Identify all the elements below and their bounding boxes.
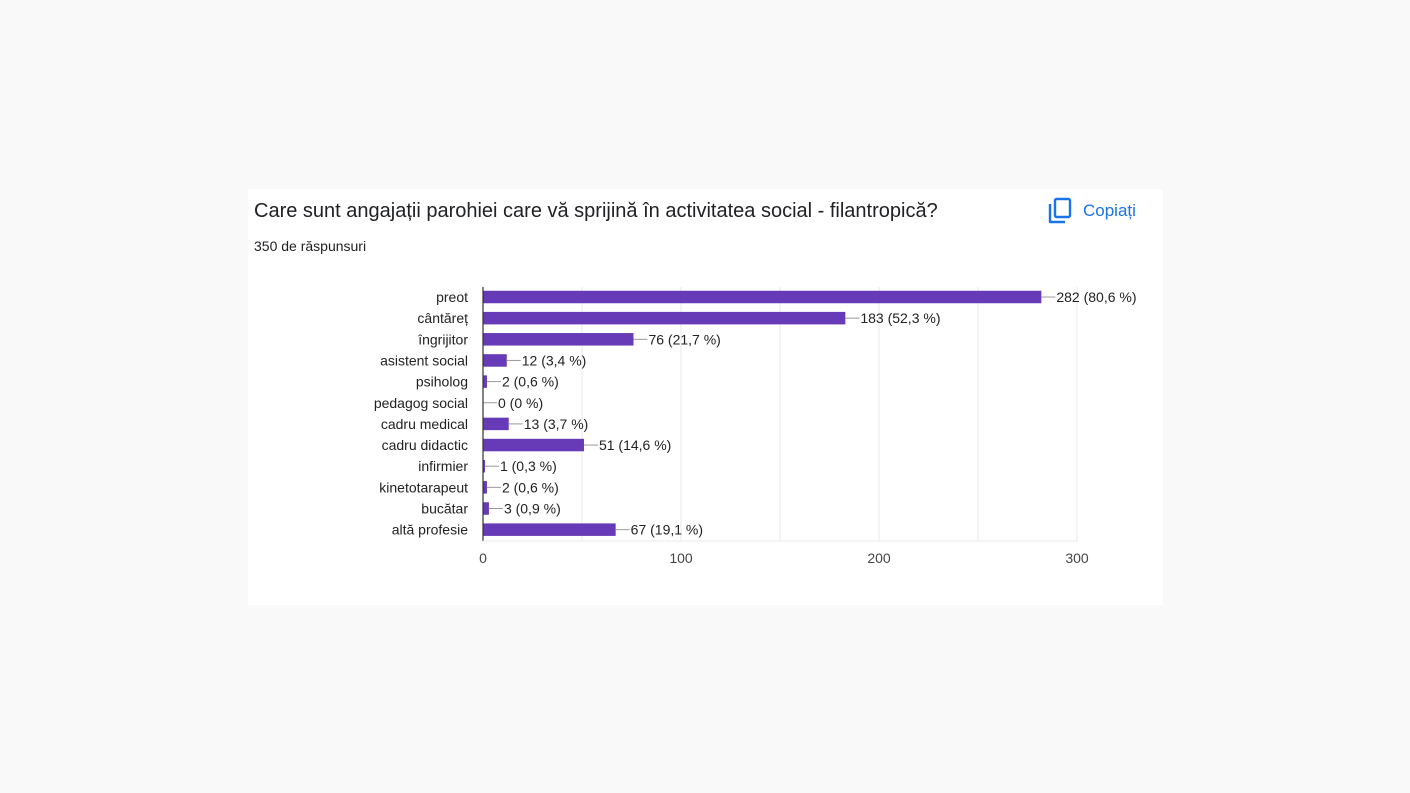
data-label: 51 (14,6 %) bbox=[599, 437, 671, 453]
data-label: 1 (0,3 %) bbox=[500, 458, 557, 474]
category-label: altă profesie bbox=[392, 522, 468, 538]
category-label: preot bbox=[436, 289, 468, 305]
category-label: infirmier bbox=[418, 458, 468, 474]
bar bbox=[483, 311, 846, 325]
bar bbox=[483, 523, 616, 536]
bar bbox=[483, 375, 487, 388]
chart-question-title: Care sunt angajații parohiei care vă spr… bbox=[254, 200, 938, 222]
bar-chart: 0 100 200 300 preot 282 (80,6 %) cântăreț 183 (… bbox=[374, 287, 1137, 566]
data-label: 2 (0,6 %) bbox=[502, 479, 559, 495]
bar bbox=[483, 333, 634, 346]
data-label: 282 (80,6 %) bbox=[1056, 289, 1136, 305]
category-label: kinetotarapeut bbox=[379, 479, 468, 495]
data-label: 13 (3,7 %) bbox=[524, 416, 589, 432]
bar bbox=[483, 438, 584, 452]
x-tick-label: 200 bbox=[867, 550, 891, 566]
copy-button[interactable]: Copiați bbox=[1047, 193, 1136, 229]
bar bbox=[483, 290, 1042, 304]
data-label: 0 (0 %) bbox=[498, 395, 543, 411]
bar bbox=[483, 354, 507, 367]
category-label: îngrijitor bbox=[417, 331, 468, 347]
bar bbox=[483, 459, 485, 473]
category-label: cadru medical bbox=[381, 416, 468, 432]
bar bbox=[483, 481, 487, 494]
bar bbox=[483, 502, 489, 515]
category-label: psiholog bbox=[416, 374, 468, 390]
data-label: 12 (3,4 %) bbox=[522, 352, 587, 368]
bar bbox=[483, 417, 509, 431]
response-count: 350 de răspunsuri bbox=[254, 238, 367, 254]
x-tick-label: 100 bbox=[669, 550, 693, 566]
category-label: cântăreț bbox=[417, 310, 468, 326]
category-label: bucătar bbox=[421, 501, 468, 517]
data-label: 76 (21,7 %) bbox=[648, 331, 720, 347]
chart-card: Care sunt angajații parohiei care vă spr… bbox=[248, 189, 1163, 605]
copy-icon bbox=[1047, 197, 1073, 225]
copy-button-label: Copiați bbox=[1083, 201, 1136, 220]
x-tick-label: 300 bbox=[1065, 550, 1089, 566]
category-label: cadru didactic bbox=[382, 437, 468, 453]
data-label: 3 (0,9 %) bbox=[504, 501, 561, 517]
category-label: asistent social bbox=[380, 352, 468, 368]
category-label: pedagog social bbox=[374, 395, 468, 411]
data-label: 2 (0,6 %) bbox=[502, 374, 559, 390]
x-tick-label: 0 bbox=[479, 550, 487, 566]
data-label: 183 (52,3 %) bbox=[860, 310, 940, 326]
data-label: 67 (19,1 %) bbox=[631, 522, 703, 538]
